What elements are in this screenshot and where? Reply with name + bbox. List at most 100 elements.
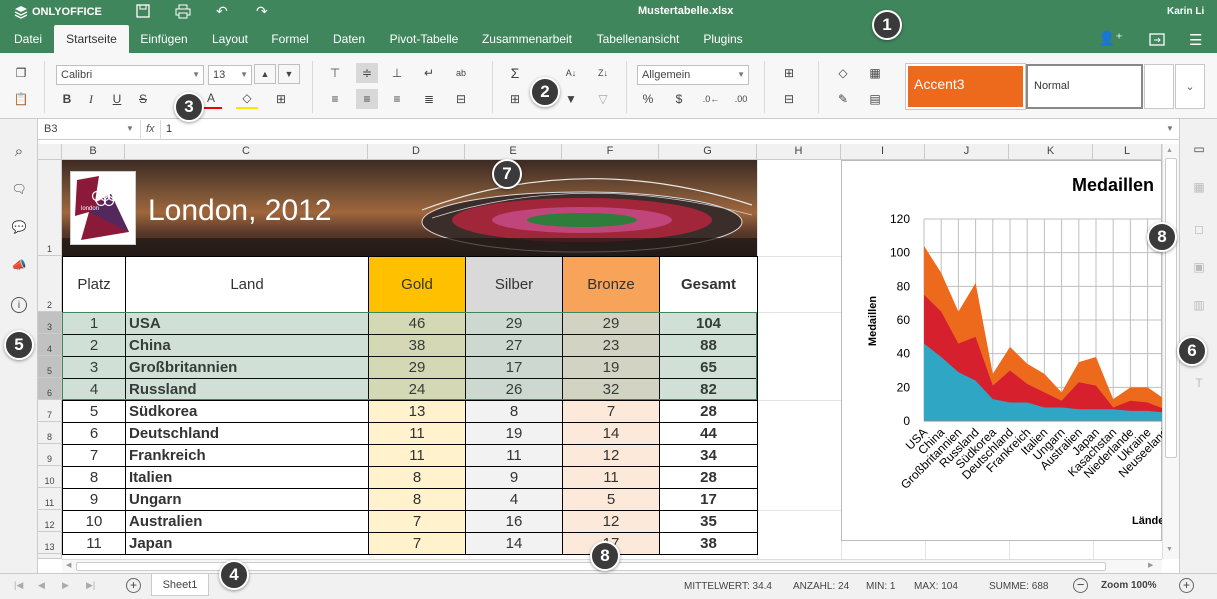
expand-formula-icon[interactable]: ▼ [1166,124,1174,133]
justify-icon[interactable]: ≣ [423,92,435,106]
font-color-icon[interactable]: A [200,89,222,109]
header-platz[interactable]: Platz [62,256,126,313]
row-header[interactable]: 8 [38,422,62,444]
cell-silber[interactable]: 27 [465,334,563,357]
redo-icon[interactable]: ↷ [256,3,268,19]
zoom-out-icon[interactable]: − [1073,578,1088,593]
scrollbar-thumb[interactable] [1165,158,1177,458]
cell-gesamt[interactable]: 38 [659,532,758,555]
cell-bronze[interactable]: 5 [562,488,660,511]
cell-bronze[interactable]: 7 [562,400,660,423]
cell-bronze[interactable]: 12 [562,510,660,533]
cell-gesamt[interactable]: 44 [659,422,758,445]
sort-ascending-icon[interactable]: A↓ [565,68,577,78]
cell-gold[interactable]: 8 [368,466,466,489]
row-header[interactable]: 12 [38,510,62,532]
print-icon[interactable] [175,4,191,22]
underline-icon[interactable]: U [112,92,122,106]
copy-icon[interactable]: ❐ [15,66,27,80]
tab-pivot-tabelle[interactable]: Pivot-Tabelle [389,32,459,46]
align-middle-icon[interactable]: ≑ [356,63,378,83]
cell-land[interactable]: Großbritannien [125,356,369,379]
increase-font-icon[interactable]: ▲ [254,64,276,84]
cell-gold[interactable]: 46 [368,312,466,335]
feedback-icon[interactable]: 📣 [11,258,27,272]
row-header[interactable]: 2 [38,256,62,312]
next-sheet-icon[interactable]: ▶ [62,580,69,590]
cell-bronze[interactable]: 11 [562,466,660,489]
cell-bronze[interactable]: 12 [562,444,660,467]
tab-daten[interactable]: Daten [332,32,366,46]
row-header[interactable]: 6 [38,378,62,400]
column-header-k[interactable]: K [1009,144,1093,160]
row-header[interactable]: 1 [38,160,62,256]
cell-platz[interactable]: 7 [62,444,126,467]
align-top-icon[interactable]: ⊤ [329,66,341,80]
header-gold[interactable]: Gold [368,256,466,313]
row-header[interactable]: 7 [38,400,62,422]
header-bronze[interactable]: Bronze [562,256,660,313]
cell-platz[interactable]: 3 [62,356,126,379]
merge-cells-icon[interactable]: ⊟ [455,92,467,106]
align-bottom-icon[interactable]: ⊥ [391,66,403,80]
cell-bronze[interactable]: 29 [562,312,660,335]
tab-einfuegen[interactable]: Einfügen [140,32,188,46]
shape-settings-icon[interactable]: ◻ [1194,222,1204,236]
cell-gold[interactable]: 38 [368,334,466,357]
cell-settings-icon[interactable]: ▭ [1193,142,1205,156]
cell-platz[interactable]: 10 [62,510,126,533]
cell-silber[interactable]: 8 [465,400,563,423]
cell-silber[interactable]: 14 [465,532,563,555]
cell-gold[interactable]: 11 [368,422,466,445]
align-center-icon[interactable]: ≡ [356,89,378,109]
style-accent3[interactable]: Accent3 [905,63,1026,110]
clear-filter-icon[interactable]: ▽ [598,92,608,106]
row-header[interactable]: 3 [38,312,62,334]
font-name-select[interactable]: Calibri ▼ [56,65,204,85]
column-header-h[interactable]: H [757,144,841,160]
cell-land[interactable]: Deutschland [125,422,369,445]
format-as-table-icon[interactable]: ▤ [869,92,881,106]
function-icon[interactable]: fx [146,123,155,135]
header-silber[interactable]: Silber [465,256,563,313]
cell-gesamt[interactable]: 88 [659,334,758,357]
increase-decimal-icon[interactable]: .00 [734,94,748,104]
sheet-grid[interactable]: london London, 2012 Platz Land Gold Silb… [62,160,1162,559]
cell-bronze[interactable]: 14 [562,422,660,445]
cell-gold[interactable]: 7 [368,532,466,555]
styles-more-icon[interactable]: ⌄ [1175,64,1205,109]
cell-platz[interactable]: 2 [62,334,126,357]
column-header-c[interactable]: C [125,144,368,160]
text-art-settings-icon[interactable]: T [1195,376,1203,390]
wrap-text-icon[interactable]: ↵ [423,66,435,80]
bold-icon[interactable]: B [62,92,72,106]
tab-plugins[interactable]: Plugins [703,32,743,46]
percent-icon[interactable]: % [642,92,654,106]
align-left-icon[interactable]: ≡ [331,92,339,106]
cell-gold[interactable]: 11 [368,444,466,467]
scroll-left-icon[interactable]: ◀ [66,562,72,569]
cell-gold[interactable]: 24 [368,378,466,401]
cell-gesamt[interactable]: 104 [659,312,758,335]
cell-land[interactable]: USA [125,312,369,335]
tab-tabellenansicht[interactable]: Tabellenansicht [596,32,680,46]
cell-silber[interactable]: 17 [465,356,563,379]
cell-gold[interactable]: 29 [368,356,466,379]
cell-gesamt[interactable]: 28 [659,466,758,489]
cell-silber[interactable]: 29 [465,312,563,335]
formula-input[interactable]: 1 [166,123,173,135]
orientation-icon[interactable]: ab [455,68,466,78]
menu-icon[interactable]: ☰ [1189,32,1203,49]
copy-style-icon[interactable]: ✎ [837,92,849,106]
about-icon[interactable]: i [11,297,27,313]
cell-silber[interactable]: 26 [465,378,563,401]
named-ranges-icon[interactable]: ⊞ [509,92,521,106]
column-header-j[interactable]: J [925,144,1009,160]
clear-icon[interactable]: ◇ [838,66,848,80]
cell-gesamt[interactable]: 35 [659,510,758,533]
column-header-f[interactable]: F [562,144,659,160]
style-empty[interactable] [1144,64,1174,109]
tab-formel[interactable]: Formel [271,32,309,46]
cell-gesamt[interactable]: 28 [659,400,758,423]
search-icon[interactable]: ⌕ [14,142,24,160]
